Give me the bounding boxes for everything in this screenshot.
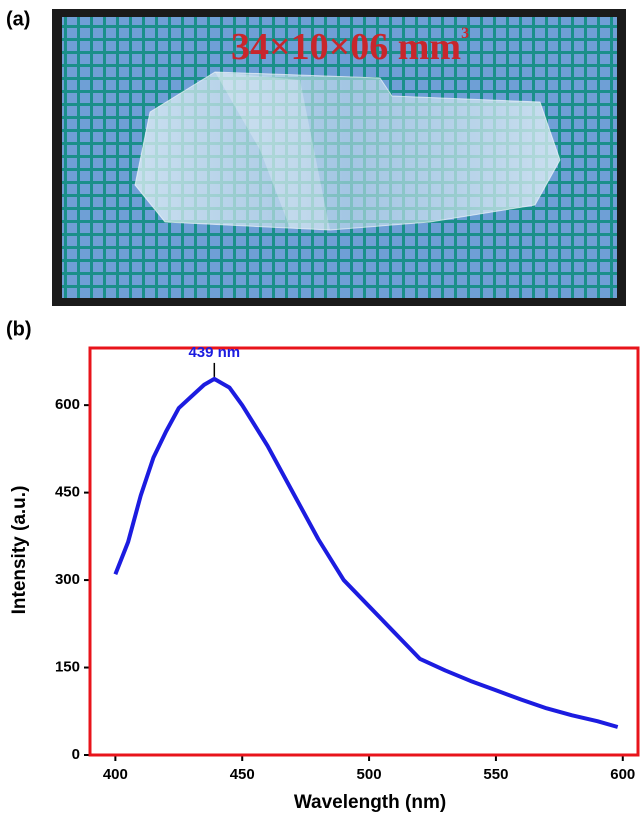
y-axis-title: Intensity (a.u.) [9, 486, 30, 615]
x-axis-title: Wavelength (nm) [294, 792, 446, 813]
y-tick-label: 600 [55, 396, 80, 413]
size-text: 34×10×06 mm [231, 26, 461, 68]
x-tick-label: 450 [230, 766, 255, 783]
panel-label: (a) [6, 8, 30, 30]
y-tick-label: 0 [72, 746, 80, 763]
size-exponent: 3 [461, 25, 469, 42]
line [113, 376, 619, 729]
x-tick-label: 400 [103, 766, 128, 783]
crystal-photo: 34×10×06 mm3 [52, 9, 626, 306]
y-tick-label: 150 [55, 659, 80, 676]
x-tick-label: 500 [357, 766, 382, 783]
y-tick-label: 450 [55, 484, 80, 501]
x-tick-label: 550 [483, 766, 508, 783]
x-tick-label: 600 [610, 766, 635, 783]
plot-frame [88, 346, 640, 757]
y-tick-label: 300 [55, 571, 80, 588]
annotation: 439 nm [188, 344, 240, 361]
panel-label: (b) [6, 318, 32, 340]
crystal-size: 34×10×06 mm3 [231, 25, 469, 68]
